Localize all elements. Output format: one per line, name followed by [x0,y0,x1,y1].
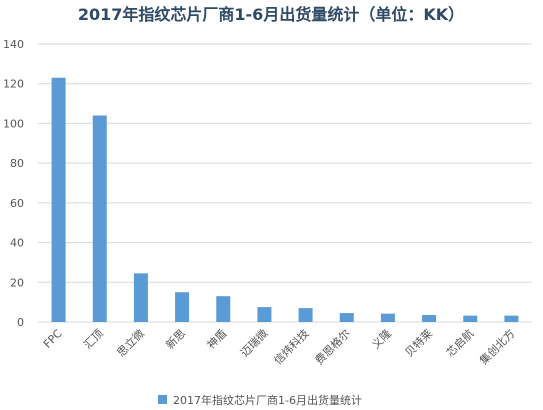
chart-title: 2017年指纹芯片厂商1-6月出货量统计（单位：KK） [78,5,464,24]
bars [51,77,519,322]
x-tick-label: 集创北方 [477,326,518,367]
y-tick-label: 60 [10,197,24,210]
y-axis-ticks: 0 20 40 60 80 100 120 140 [3,38,24,329]
bar-2 [133,273,148,322]
x-tick-label: 新思 [163,326,188,351]
y-tick-label: 20 [10,276,24,289]
bar-9 [422,315,437,322]
bar-5 [257,307,272,322]
legend-label: 2017年指纹芯片厂商1-6月出货量统计 [173,393,362,407]
x-tick-label: 思立微 [114,326,147,359]
x-tick-label: 贝特莱 [402,326,435,359]
bar-0 [51,77,66,322]
x-tick-label: 神盾 [204,326,229,351]
bar-4 [216,296,231,322]
y-tick-label: 140 [3,38,24,51]
bar-8 [380,313,395,322]
bar-1 [92,115,107,322]
y-tick-label: 80 [10,157,24,170]
legend: 2017年指纹芯片厂商1-6月出货量统计 [158,393,362,407]
x-axis-ticks: FPC 汇顶 思立微 新思 神盾 迈瑞微 信炜科技 费恩格尔 义隆 贝特莱 芯启航 集创北方 [41,326,518,367]
bar-10 [463,315,478,322]
x-tick-label: 芯启航 [443,326,476,359]
x-tick-label: 汇顶 [81,327,106,352]
y-tick-label: 120 [3,78,24,91]
x-tick-label: 义隆 [369,326,394,351]
x-tick-label: 费恩格尔 [312,326,353,367]
y-tick-label: 0 [17,316,24,329]
legend-swatch [158,395,167,404]
bar-3 [175,292,190,322]
x-tick-label: FPC [41,327,65,351]
y-tick-label: 100 [3,117,24,130]
grid-lines [38,43,532,323]
x-tick-label: 迈瑞微 [237,326,270,359]
x-tick-label: 信炜科技 [271,326,312,367]
y-tick-label: 40 [10,237,24,250]
bar-6 [298,308,313,322]
bar-11 [504,315,519,322]
bar-7 [339,313,354,322]
